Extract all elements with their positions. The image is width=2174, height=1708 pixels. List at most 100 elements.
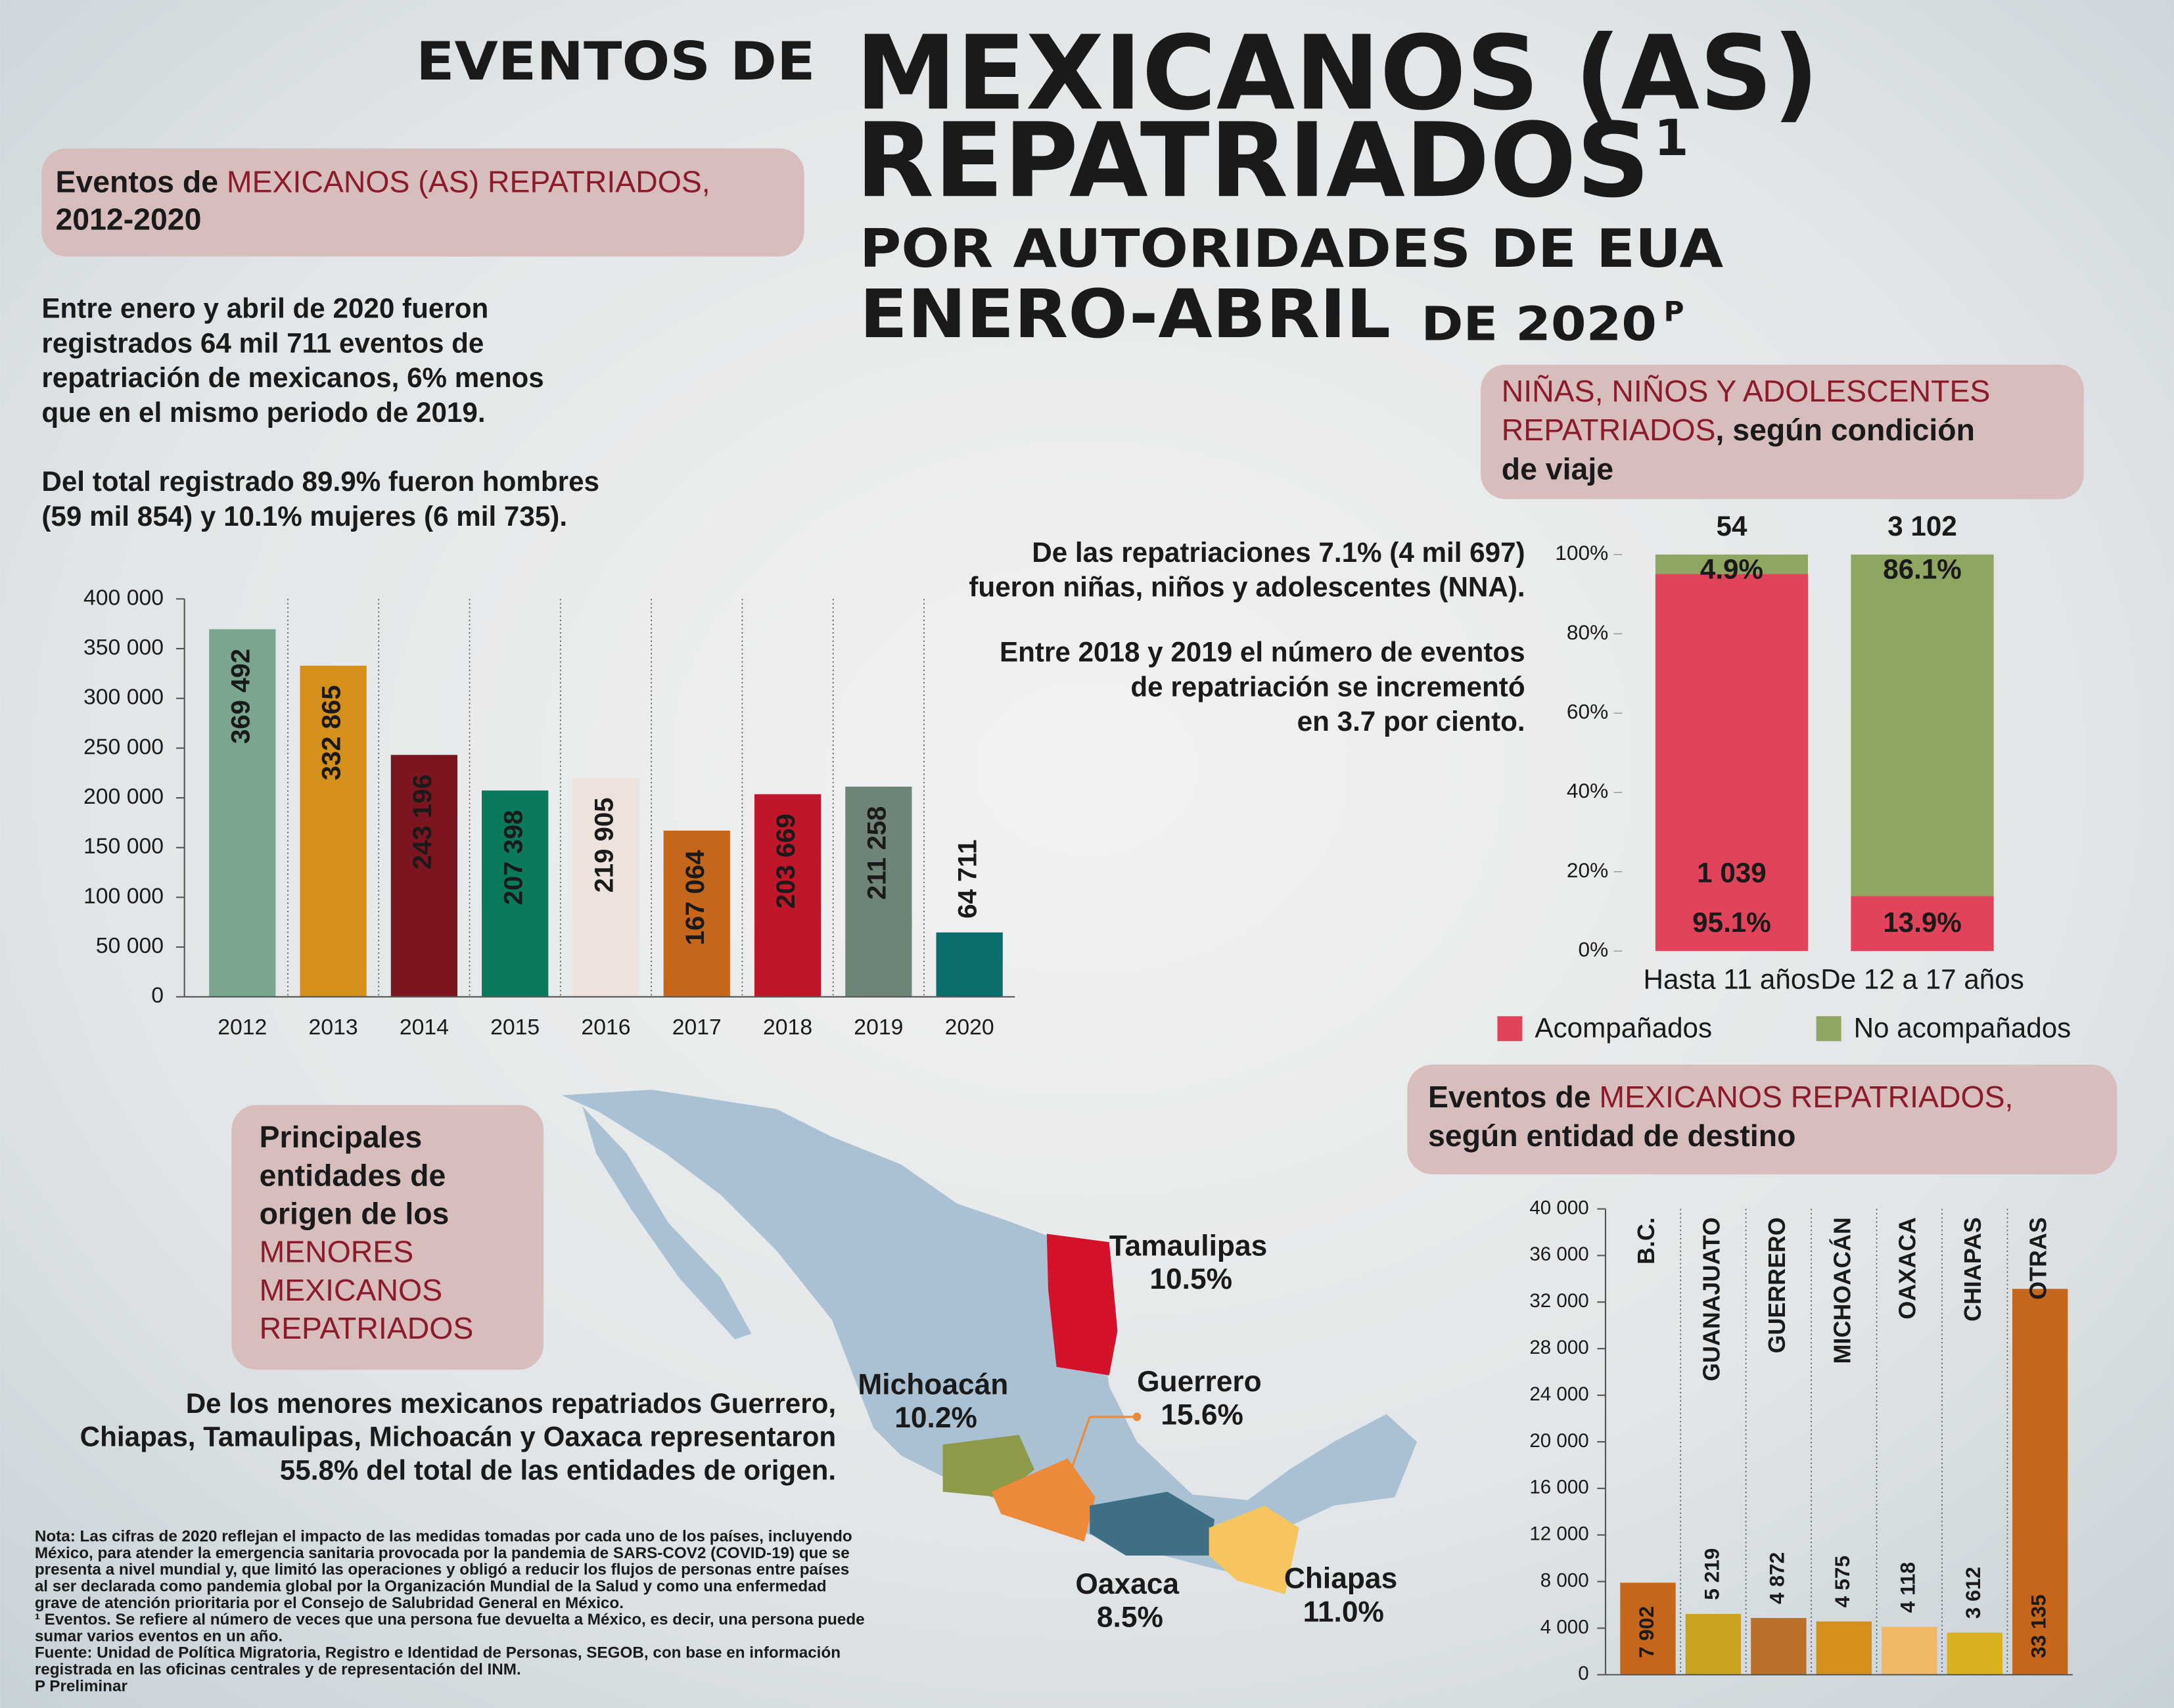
text-line: fueron niñas, niños y adolescentes (NNA)… <box>969 572 1525 603</box>
category-label: B.C. <box>1633 1217 1659 1264</box>
bar <box>1685 1613 1742 1675</box>
y-tick-label: 0% <box>1578 938 1608 961</box>
text-segment: repatriación de mexicanos, <box>41 362 407 393</box>
text-segment: eventos de <box>331 327 484 358</box>
bar <box>2012 1289 2068 1675</box>
text-line: Chiapas, Tamaulipas, Michoacán y Oaxaca … <box>80 1421 836 1452</box>
category-label: OAXACA <box>1895 1217 1921 1319</box>
value-label: 5 219 <box>1700 1548 1723 1600</box>
text-line: de viaje <box>1502 452 1613 486</box>
header-line: POR AUTORIDADES DE EUA <box>860 218 1723 279</box>
y-tick-label: 200 000 <box>83 784 164 809</box>
header-superscript: 1 <box>1654 109 1689 167</box>
x-tick-label: De 12 a 17 años <box>1820 964 2024 995</box>
title-box <box>1481 364 2084 499</box>
value-label: 219 905 <box>590 797 619 892</box>
text-segment: , según condición <box>1716 413 1975 447</box>
text-segment: fueron niñas, niños y adolescentes (NNA)… <box>969 572 1525 603</box>
text-line: de repatriación se incrementó <box>1130 672 1525 703</box>
header-title: REPATRIADOS <box>856 101 1650 220</box>
x-tick-label: 2012 <box>218 1015 267 1040</box>
mexico-map <box>561 1090 1418 1581</box>
text-segment: de repatriación se incrementó <box>1130 672 1525 703</box>
text-segment: De los menores mexicanos repatriados Gue… <box>186 1388 836 1419</box>
value-label: 332 865 <box>317 685 346 780</box>
text-segment: P Preliminar <box>35 1678 128 1696</box>
text-line: Fuente: Unidad de Política Migratoria, R… <box>35 1644 841 1662</box>
text-line: según entidad de destino <box>1428 1119 1796 1153</box>
x-tick-label: 2020 <box>945 1015 994 1040</box>
category-label: MICHOACÁN <box>1829 1217 1855 1364</box>
state-name: Guerrero <box>1137 1366 1262 1398</box>
x-tick-label: 2015 <box>490 1015 540 1040</box>
text-line: REPATRIADOS <box>260 1311 474 1345</box>
bar <box>1620 1582 1676 1675</box>
y-tick-label: 0 <box>1578 1663 1588 1684</box>
value-label: 86.1% <box>1883 553 1962 584</box>
text-segment: en <box>1297 706 1337 737</box>
text-line: Principales <box>260 1120 423 1154</box>
text-segment: grave de atención prioritaria por el Con… <box>35 1594 624 1612</box>
text-line: México, para atender la emergencia sanit… <box>35 1544 850 1562</box>
value-label: 211 258 <box>862 806 891 900</box>
text-line: REPATRIADOS, según condición <box>1502 413 1975 447</box>
state-name: Michoacán <box>858 1368 1008 1400</box>
text-segment: origen de los <box>260 1197 450 1231</box>
text-segment: sumar varios eventos en un año. <box>35 1628 283 1646</box>
header-line: EVENTOS DE <box>416 31 816 92</box>
text-line: ¹ Eventos. Se refiere al número de veces… <box>35 1611 865 1629</box>
x-tick-label: 2017 <box>672 1015 722 1040</box>
text-segment: REPATRIADOS <box>260 1311 474 1345</box>
value-label: 33 135 <box>2027 1594 2050 1658</box>
state-name: Chiapas <box>1284 1563 1397 1595</box>
text-segment: al ser declarada como pandemia global po… <box>35 1578 827 1596</box>
text-segment: (59 mil 854) <box>41 501 193 532</box>
text-segment: 2012-2020 <box>55 202 201 237</box>
state-shape <box>991 1458 1096 1542</box>
bar <box>1751 1618 1807 1675</box>
bar <box>1947 1632 2002 1675</box>
text-line: sumar varios eventos en un año. <box>35 1628 283 1646</box>
y-tick-label: 4 000 <box>1540 1616 1589 1638</box>
text-line: MEXICANOS <box>260 1273 442 1307</box>
text-segment: fueron hombres <box>381 466 599 497</box>
state-name: Tamaulipas <box>1109 1230 1267 1262</box>
text-segment: Las cifras de 2020 reflejan el impacto d… <box>76 1528 852 1546</box>
state-shape <box>1209 1506 1299 1595</box>
text-segment: menos <box>447 362 544 393</box>
legend-label: Acompañados <box>1535 1013 1712 1044</box>
bar <box>572 777 639 997</box>
value-label: 4 118 <box>1896 1562 1920 1613</box>
text-line: entidades de <box>260 1159 446 1193</box>
bar <box>300 665 367 997</box>
text-segment: Entre 2018 y 2019 el número de eventos <box>1000 637 1525 668</box>
text-segment: Nota: <box>35 1528 76 1546</box>
text-segment: de viaje <box>1502 452 1613 486</box>
text-segment: 6% <box>407 362 447 393</box>
state-shape <box>1046 1234 1118 1375</box>
text-line: Del total registrado 89.9% fueron hombre… <box>41 466 599 497</box>
text-segment: 64 mil 711 <box>200 327 331 358</box>
x-tick-label: 2019 <box>854 1015 903 1040</box>
y-tick-label: 32 000 <box>1529 1290 1588 1312</box>
text-segment: según entidad de destino <box>1428 1119 1796 1153</box>
text-segment: 89.9% <box>302 466 381 497</box>
text-segment: NIÑAS, NIÑOS Y ADOLESCENTES <box>1502 374 1991 408</box>
text-segment: mujeres <box>302 501 424 532</box>
y-tick-label: 100 000 <box>83 883 164 908</box>
leader-dot <box>1132 1412 1142 1421</box>
header-period: ENERO-ABRIL <box>860 275 1391 353</box>
text-line: origen de los <box>260 1197 450 1231</box>
text-segment: 7.1% (4 mil 697) <box>1318 537 1525 568</box>
text-segment: 55.8% <box>280 1455 359 1486</box>
title-box <box>1407 1065 2117 1174</box>
value-label: 4.9% <box>1700 553 1763 584</box>
value-label: 203 669 <box>772 814 800 909</box>
y-tick-label: 16 000 <box>1529 1477 1588 1498</box>
title-box <box>41 148 804 257</box>
bar <box>845 787 912 997</box>
y-tick-label: 60% <box>1567 700 1608 724</box>
text-segment: registrada en las oficinas centrales y d… <box>35 1661 521 1678</box>
text-segment: De las repatriaciones <box>1032 537 1318 568</box>
